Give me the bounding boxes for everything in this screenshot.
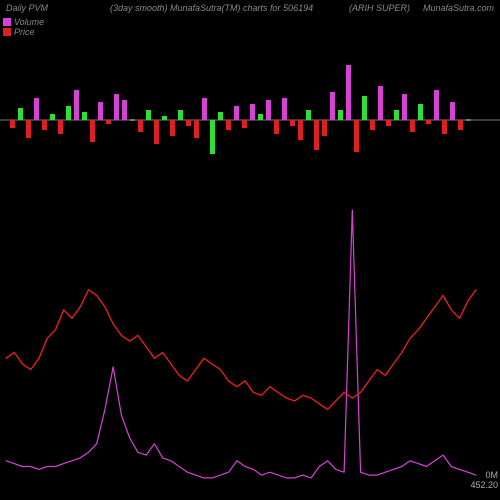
stock-chart: Daily PVM (3day smooth) MunafaSutra(TM) … [0,0,500,500]
legend-volume: Volume [3,17,44,27]
chart-subtitle: (3day smooth) MunafaSutra(TM) charts for… [110,3,313,13]
chart-header: Daily PVM (3day smooth) MunafaSutra(TM) … [0,3,500,33]
legend-price-label: Price [14,27,35,37]
price-end-label: 452.20 [470,480,498,490]
volume-end-label: 0M [485,470,498,480]
chart-canvas [0,0,500,500]
volume-swatch [3,18,11,26]
price-swatch [3,28,11,36]
chart-symbol: (ARIH SUPER) [349,3,410,13]
chart-title: Daily PVM [6,3,48,13]
chart-site: MunafaSutra.com [423,3,494,13]
chart-legend: Volume Price [3,17,44,37]
legend-volume-label: Volume [14,17,44,27]
legend-price: Price [3,27,44,37]
